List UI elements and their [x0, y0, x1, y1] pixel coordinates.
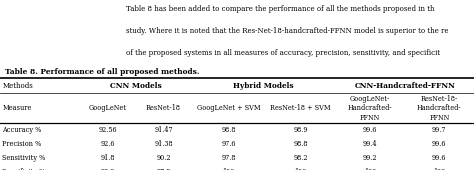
- Text: Hybrid Models: Hybrid Models: [233, 82, 294, 90]
- Text: 100: 100: [222, 168, 235, 170]
- Text: ResNet-18: ResNet-18: [146, 104, 181, 112]
- Text: 99.2: 99.2: [363, 154, 377, 162]
- Text: Precision %: Precision %: [2, 140, 42, 148]
- Text: 100: 100: [364, 168, 376, 170]
- Text: 97.6: 97.6: [221, 140, 236, 148]
- Text: 98.8: 98.8: [293, 140, 308, 148]
- Text: 99.6: 99.6: [363, 126, 377, 134]
- Text: Methods: Methods: [2, 82, 33, 90]
- Text: 92.6: 92.6: [101, 140, 115, 148]
- Text: Table 8. Performance of all proposed methods.: Table 8. Performance of all proposed met…: [5, 68, 199, 76]
- Text: 100: 100: [294, 168, 307, 170]
- Text: 90.2: 90.2: [156, 154, 171, 162]
- Text: 92.56: 92.56: [99, 126, 118, 134]
- Text: 98.2: 98.2: [101, 168, 115, 170]
- Text: CNN Models: CNN Models: [110, 82, 162, 90]
- Text: 99.7: 99.7: [432, 126, 447, 134]
- Text: Measure: Measure: [2, 104, 32, 112]
- Text: 98.2: 98.2: [293, 154, 308, 162]
- Text: 91.47: 91.47: [154, 126, 173, 134]
- Text: Table 8 has been added to compare the performance of all the methods proposed in: Table 8 has been added to compare the pe…: [126, 5, 434, 13]
- Text: CNN-Handcrafted-FFNN: CNN-Handcrafted-FFNN: [354, 82, 455, 90]
- Text: Specificity %: Specificity %: [2, 168, 46, 170]
- Text: 98.8: 98.8: [221, 126, 236, 134]
- Text: of the proposed systems in all measures of accuracy, precision, sensitivity, and: of the proposed systems in all measures …: [126, 49, 440, 57]
- Text: GoogLeNet-
Handcrafted-
FFNN: GoogLeNet- Handcrafted- FFNN: [348, 95, 392, 122]
- Text: study. Where it is noted that the Res-Net-18-handcrafted-FFNN model is superior : study. Where it is noted that the Res-Ne…: [126, 27, 448, 35]
- Text: ResNet-18 + SVM: ResNet-18 + SVM: [271, 104, 331, 112]
- Text: Sensitivity %: Sensitivity %: [2, 154, 46, 162]
- Text: 97.8: 97.8: [156, 168, 171, 170]
- Text: GoogLeNet + SVM: GoogLeNet + SVM: [197, 104, 261, 112]
- Text: ResNet-18-
Handcrafted-
FFNN: ResNet-18- Handcrafted- FFNN: [417, 95, 462, 122]
- Text: 99.6: 99.6: [432, 140, 447, 148]
- Text: 91.8: 91.8: [101, 154, 115, 162]
- Text: 98.9: 98.9: [293, 126, 308, 134]
- Text: Accuracy %: Accuracy %: [2, 126, 42, 134]
- Text: GoogLeNet: GoogLeNet: [89, 104, 127, 112]
- Text: 99.6: 99.6: [432, 154, 447, 162]
- Text: 97.8: 97.8: [221, 154, 236, 162]
- Text: 91.38: 91.38: [154, 140, 173, 148]
- Text: 99.4: 99.4: [363, 140, 377, 148]
- Text: 100: 100: [433, 168, 446, 170]
